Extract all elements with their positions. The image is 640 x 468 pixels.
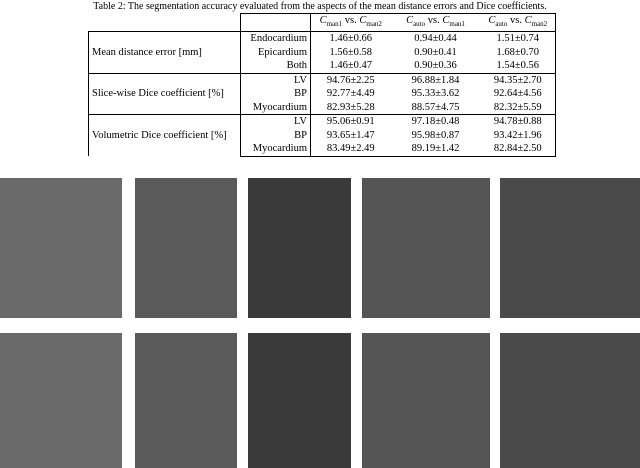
vs: vs. xyxy=(344,15,357,26)
header-cell: Cauto vs. Cman2 xyxy=(480,12,556,32)
empty-cell xyxy=(240,12,311,32)
table-row: Slice-wise Dice coefficient [%] LV 94.76±2… xyxy=(88,72,556,115)
row-name: Myocardium xyxy=(240,142,311,157)
value-cell: 94.76±2.25 xyxy=(310,72,391,88)
value-cell: 1.46±0.66 xyxy=(310,31,391,46)
value-cell: 95.06±0.91 xyxy=(310,114,391,129)
table-row: Volumetric Dice coefficient [%] LV 95.06±0… xyxy=(88,114,556,157)
subscript: auto xyxy=(495,20,508,29)
row-name: Endocardium xyxy=(240,31,311,46)
row-name: BP xyxy=(240,128,311,143)
table-row: Myocardium 83.49±2.49 89.19±1.42 82.84±2.50 xyxy=(89,142,556,157)
row-name: Epicardium xyxy=(240,45,311,60)
value-cell: 95.33±3.62 xyxy=(411,88,460,100)
symbol: C xyxy=(524,15,532,26)
symbol: C xyxy=(319,15,327,26)
value-cell: 0.94±0.44 xyxy=(390,31,481,46)
background xyxy=(0,333,122,468)
value-cell: 83.49±2.49 xyxy=(310,142,391,157)
row-name: LV xyxy=(240,72,311,88)
row-name: Myocardium xyxy=(240,100,311,115)
header-cell: Cman1 vs. Cman2 xyxy=(310,12,391,32)
background xyxy=(0,178,122,318)
empty-cell xyxy=(89,14,241,32)
background xyxy=(362,333,490,468)
group-label: Volumetric Dice coefficient [%] xyxy=(88,114,241,157)
header-row: Cman1 vs. Cman2 Cauto vs. Cman1 Cauto vs. … xyxy=(89,12,556,32)
symbol: C xyxy=(406,15,414,26)
value-cell: 97.18±0.48 xyxy=(390,114,481,129)
value-cell: 0.90±0.41 xyxy=(414,46,457,58)
background xyxy=(500,333,640,468)
symbol: C xyxy=(442,15,450,26)
value-cell: 88.57±4.75 xyxy=(411,101,460,113)
group-label: Mean distance error [mm] xyxy=(88,31,241,74)
background xyxy=(362,178,490,318)
subscript: man2 xyxy=(531,20,548,29)
value-cell: 96.88±1.84 xyxy=(390,72,481,88)
table-row: BP 92.77±4.49 95.33±3.62 92.64±4.56 xyxy=(89,87,556,101)
value-cell: 92.77±4.49 xyxy=(310,87,391,101)
value-cell: 95.98±0.87 xyxy=(411,129,460,141)
value-cell: 93.65±1.47 xyxy=(310,128,391,143)
symbol: C xyxy=(359,15,367,26)
row-name: BP xyxy=(240,87,311,101)
mri-figure xyxy=(0,178,640,468)
value-cell: 82.84±2.50 xyxy=(480,142,556,157)
value-cell: 1.68±0.70 xyxy=(480,45,556,60)
value-cell: 89.19±1.42 xyxy=(390,142,481,157)
value-cell: 1.54±0.56 xyxy=(480,59,556,74)
subscript: man1 xyxy=(449,20,465,29)
subscript: man1 xyxy=(326,20,343,29)
value-cell: 1.51±0.74 xyxy=(480,31,556,46)
subscript: auto xyxy=(413,20,426,29)
background xyxy=(248,178,351,318)
value-cell: 92.64±4.56 xyxy=(480,87,556,101)
value-cell: 0.90±0.36 xyxy=(414,60,457,72)
subscript: man2 xyxy=(366,20,382,29)
group-label: Slice-wise Dice coefficient [%] xyxy=(88,72,241,115)
table-row: Epicardium 1.56±0.58 0.90±0.41 1.68±0.70 xyxy=(89,45,556,60)
background xyxy=(248,333,351,468)
value-cell: 1.56±0.58 xyxy=(310,45,391,60)
table-row: Myocardium 82.93±5.28 88.57±4.75 82.32±5.59 xyxy=(89,100,556,115)
table-row: BP 93.65±1.47 95.98±0.87 93.42±1.96 xyxy=(89,128,556,143)
header-cell: Cauto vs. Cman1 xyxy=(390,12,481,32)
symbol: C xyxy=(488,15,496,26)
value-cell: 94.78±0.88 xyxy=(480,114,556,129)
table-row: Both 1.46±0.47 0.90±0.36 1.54±0.56 xyxy=(89,59,556,74)
value-cell: 93.42±1.96 xyxy=(480,128,556,143)
background xyxy=(135,178,237,318)
value-cell: 82.32±5.59 xyxy=(480,100,556,115)
value-cell: 94.35±2.70 xyxy=(480,72,556,88)
background xyxy=(135,333,237,468)
table-row: Mean distance error [mm] Endocardium 1.46±… xyxy=(88,31,556,74)
background xyxy=(500,178,640,318)
caption: Table 2: The segmentation accuracy evalu… xyxy=(93,1,547,12)
value-cell: 82.93±5.28 xyxy=(310,100,391,115)
vs: vs. xyxy=(427,15,440,26)
row-name: Both xyxy=(240,59,311,74)
results-table: Cman1 vs. Cman2 Cauto vs. Cman1 Cauto vs. … xyxy=(88,12,556,157)
value-cell: 1.46±0.47 xyxy=(310,59,391,74)
vs: vs. xyxy=(510,15,522,26)
row-name: LV xyxy=(240,114,311,129)
